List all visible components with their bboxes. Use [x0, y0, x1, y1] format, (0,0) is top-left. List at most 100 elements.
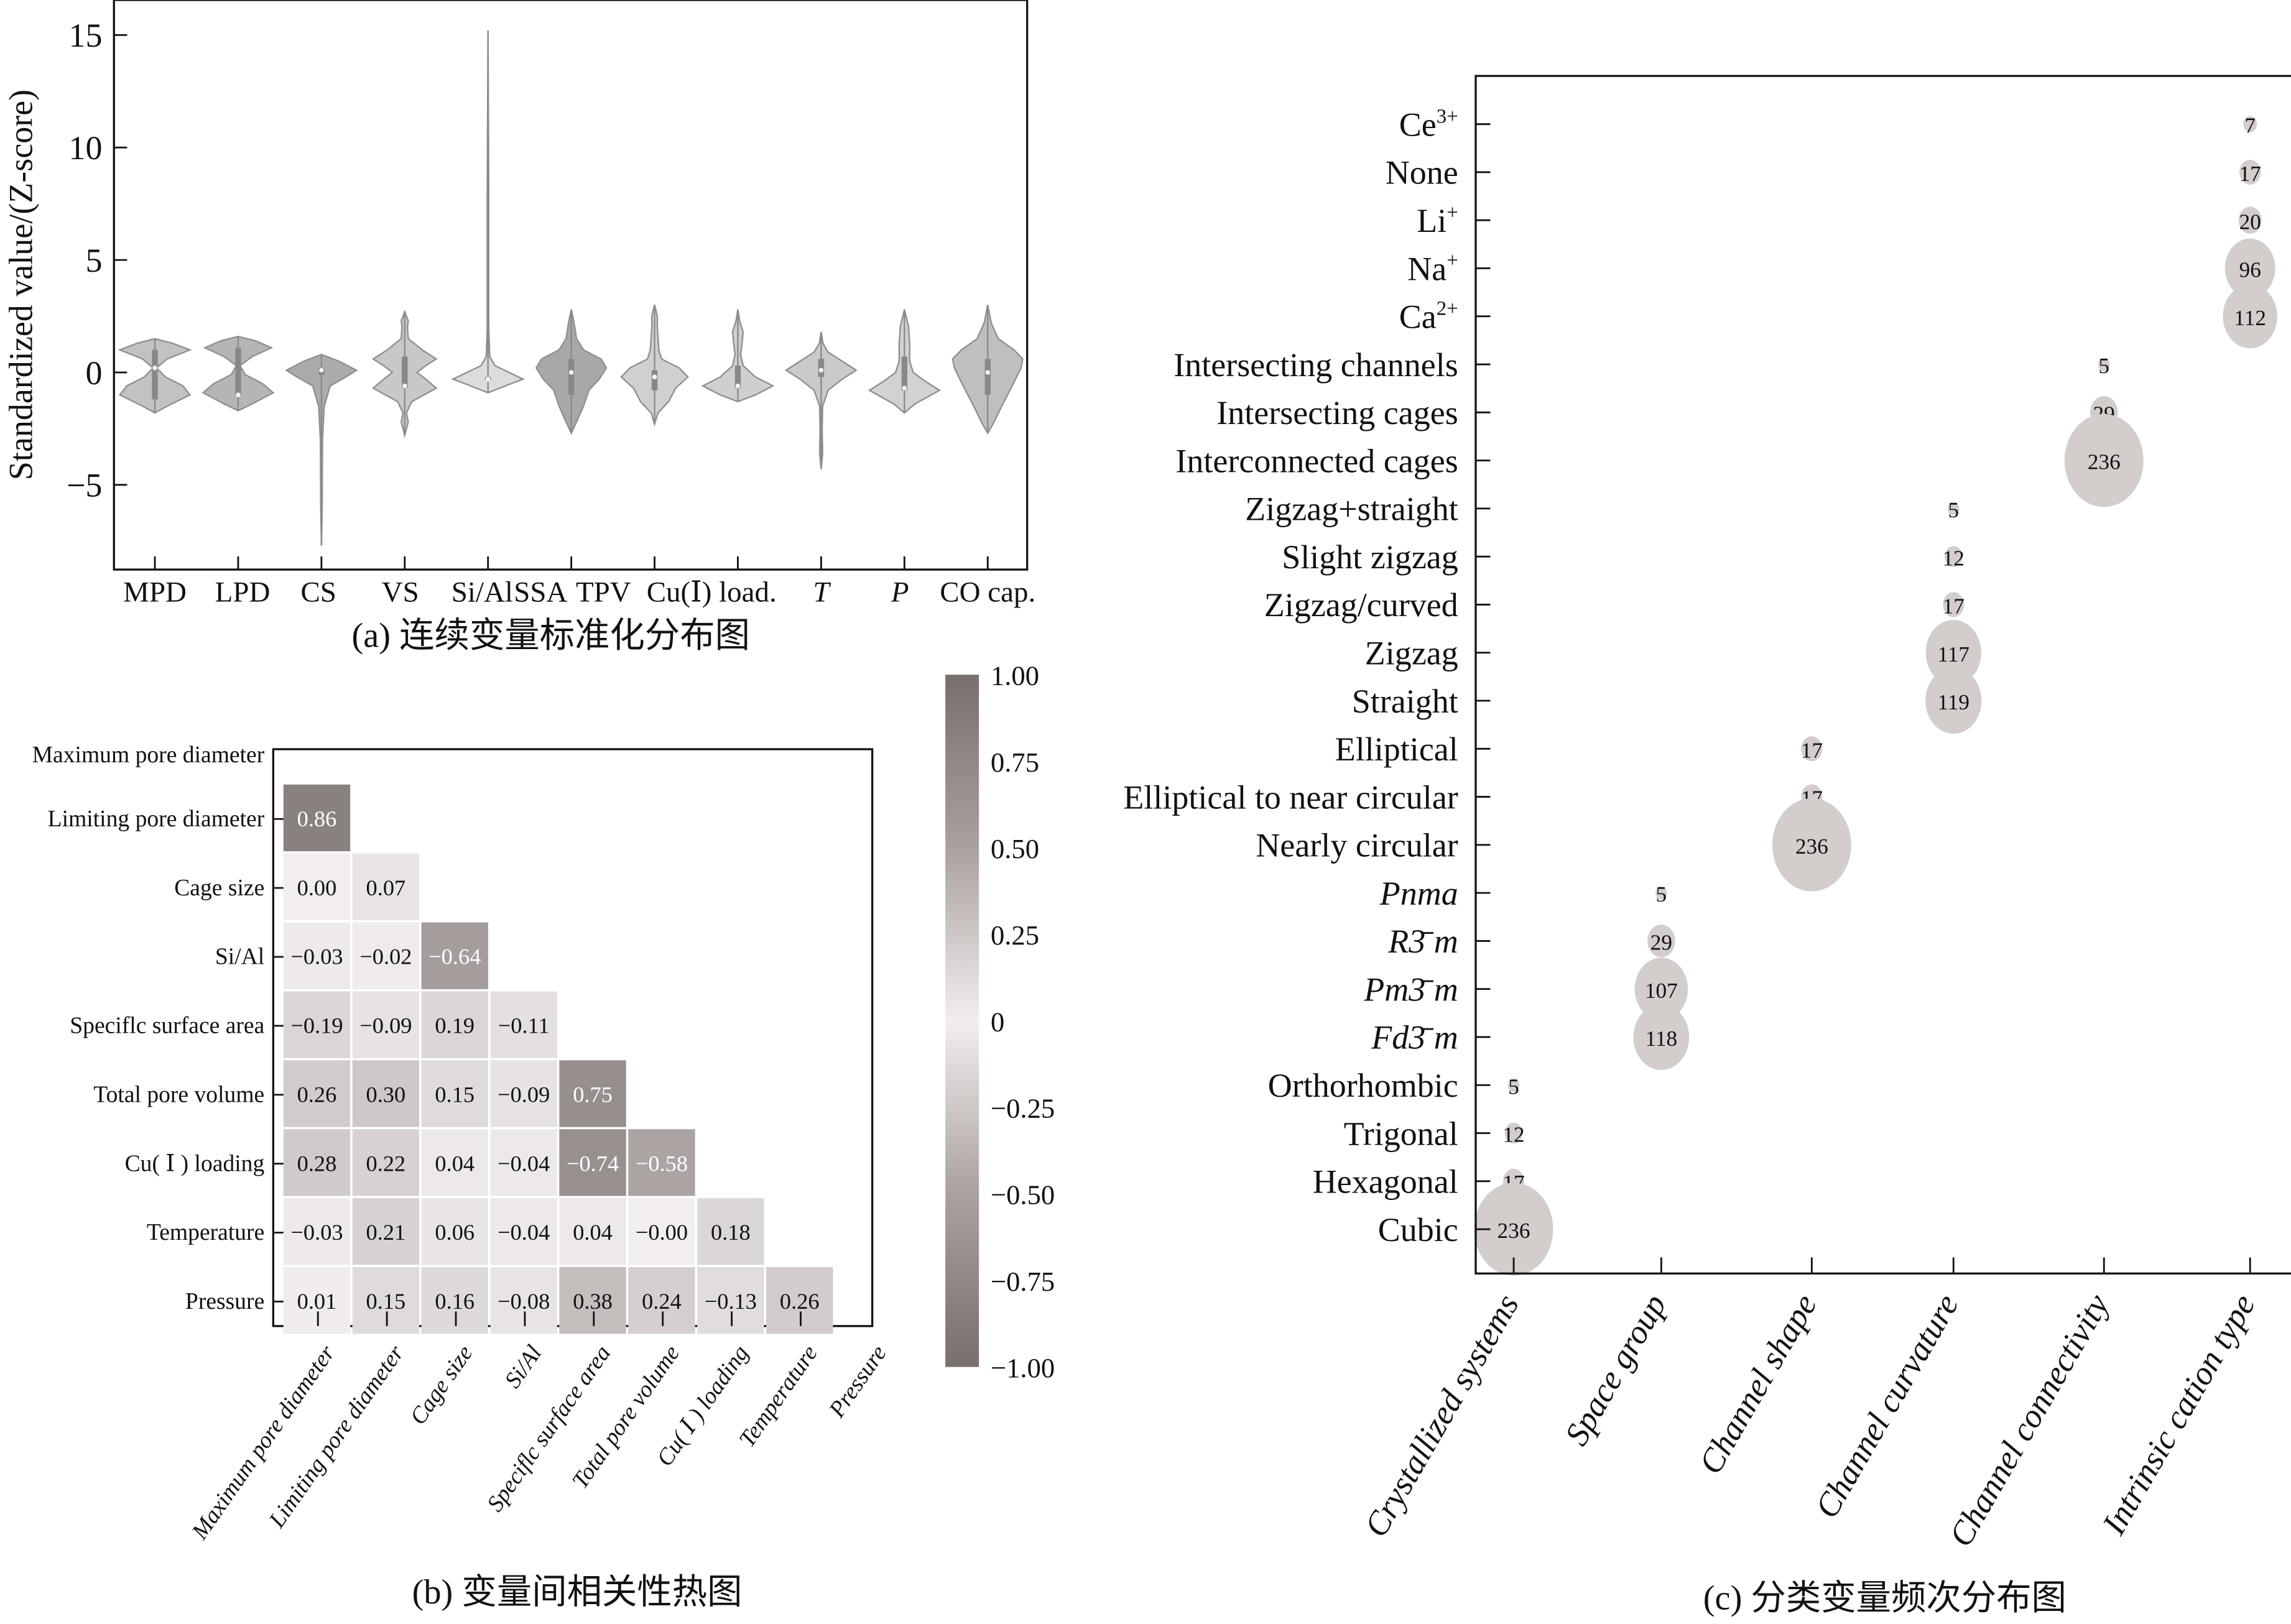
colorbar-tick-label: −1.00	[991, 1352, 1055, 1383]
bubble-y-label-text: Nearly circular	[1256, 827, 1458, 864]
bubble-label: 96	[2239, 258, 2261, 282]
heatmap-cell-label: 0.16	[435, 1289, 474, 1314]
heatmap-cell-label: 0.00	[297, 875, 337, 900]
bubble	[2224, 238, 2275, 298]
violin-cs	[285, 353, 358, 546]
heatmap-cell	[421, 1060, 488, 1127]
heatmap-cells: 0.86 0.00 0.07 −0.03 −0.02 −0.64 −0.19 −0.09 0.1…	[283, 784, 833, 1334]
bubble-y-label-text: Ce	[1399, 106, 1437, 143]
violin-x-tick-label: Cu(Ⅰ) load.	[647, 576, 777, 609]
heatmap-cell	[490, 1266, 557, 1334]
violin-median	[485, 377, 491, 382]
violin-y-axis: 15 10 5 0 −5	[67, 17, 127, 504]
heatmap-cell-label: −0.11	[498, 1013, 550, 1038]
violin-x-axis: MPD LPD CS VS Si/Al SSA TPV Cu(Ⅰ) load. T P CO cap…	[123, 556, 1035, 609]
bubble-y-label-text: Orthorhombic	[1268, 1067, 1458, 1104]
heatmap-cell	[697, 1198, 764, 1265]
bubble-y-tick-label: Interconnected cages	[1175, 442, 1458, 479]
heatmap-cell	[283, 1129, 351, 1196]
heatmap-cell-label: 0.06	[435, 1220, 474, 1245]
heatmap-cell-label: 0.26	[780, 1289, 820, 1314]
heatmap-cell-label: −0.09	[498, 1082, 550, 1107]
violin-panel: 15 10 5 0 −5 MPD LPD CS VS Si/Al SSA TPV Cu(Ⅰ) load…	[2, 0, 1035, 655]
heatmap-cell	[283, 1198, 351, 1265]
heatmap-y-tick-label: Si/Al	[215, 944, 264, 970]
bubble	[1474, 1183, 1553, 1276]
bubble-label: 17	[2239, 162, 2261, 186]
violin-x-tick-label: CS	[300, 576, 336, 609]
colorbar-tick-label: 0.75	[991, 747, 1039, 778]
heatmap-cell-label: 0.30	[366, 1082, 406, 1107]
bubble-y-label-charge: +	[1446, 249, 1458, 272]
bubble	[1504, 1122, 1523, 1144]
bubble	[1944, 546, 1963, 568]
heatmap-cell-label: 0.86	[297, 806, 337, 831]
violin-series	[118, 30, 1024, 546]
violin-median	[568, 370, 574, 375]
bubble-label: 119	[1937, 690, 1969, 714]
bubble-y-tick-label: None	[1386, 154, 1458, 191]
heatmap-cell	[283, 784, 351, 852]
heatmap-cell-label: −0.03	[290, 1220, 343, 1245]
bubble-label: 236	[1795, 834, 1828, 859]
heatmap-cell	[352, 1129, 420, 1196]
bubble-x-tick-label: Channel curvature	[1808, 1288, 1966, 1524]
violin-median	[319, 367, 324, 373]
heatmap-cell	[352, 1198, 420, 1265]
heatmap-cell	[421, 1129, 488, 1196]
bubble-y-tick-label: Na+	[1407, 249, 1458, 287]
bubble	[1801, 736, 1823, 762]
heatmap-cell	[559, 1129, 626, 1196]
bubble	[1948, 502, 1960, 515]
heatmap-cell-label: 0.18	[711, 1220, 751, 1245]
heatmap-y-tick-label: Pressure	[185, 1289, 264, 1314]
bubble-y-label-text: Intersecting channels	[1173, 346, 1458, 384]
heatmap-cell-label: −0.64	[428, 944, 481, 969]
violin-x-tick-label: Si/Al	[451, 576, 513, 609]
bubble-x-tick-label: Space group	[1557, 1288, 1673, 1451]
heatmap-cell	[283, 1060, 351, 1127]
bubble-y-label-text: Slight zigzag	[1282, 538, 1458, 576]
colorbar-tick-label: −0.50	[991, 1179, 1055, 1211]
heatmap-cell-label: 0.07	[366, 875, 406, 900]
bubble	[1943, 592, 1965, 617]
bubble-y-label-text: Pm3̄ m	[1363, 971, 1458, 1008]
heatmap-cell-label: −0.19	[290, 1013, 343, 1038]
heatmap-cell	[766, 1266, 833, 1334]
violin-ssa	[535, 309, 608, 435]
bubble-label: 118	[1645, 1027, 1678, 1051]
violin-plot-frame	[113, 0, 1029, 571]
bubble-y-tick-label: Zigzag	[1365, 635, 1458, 672]
violin-lpd	[201, 335, 275, 412]
violin-x-tick-label: TPV	[576, 576, 631, 609]
bubble-y-tick-label: Elliptical to near circular	[1123, 778, 1458, 816]
heatmap-cell-label: −0.02	[359, 944, 412, 969]
violin-t	[784, 331, 858, 469]
heatmap-x-tick-label: Speciflc surface area	[483, 1341, 616, 1516]
bubble-y-tick-label: Nearly circular	[1256, 827, 1458, 864]
bubble-y-tick-label: Zigzag/curved	[1264, 586, 1458, 624]
bubble	[1772, 798, 1851, 892]
heatmap-x-tick-label: Limiting pore diameter	[264, 1340, 409, 1533]
bubble	[2243, 116, 2257, 132]
bubble-y-label-text: Hexagonal	[1313, 1163, 1458, 1201]
bubble-x-axis: Crystallized systems Space group Channel s…	[1357, 1257, 2262, 1552]
bubble	[2223, 284, 2277, 349]
bubble	[2238, 206, 2262, 234]
heatmap-cell-label: 0.15	[435, 1082, 474, 1107]
heatmap-y-axis: Maximum pore diameter Limiting pore diame…	[32, 742, 284, 1314]
heatmap-cell	[559, 1060, 626, 1127]
bubble-y-label-text: Zigzag	[1365, 635, 1458, 672]
bubble-x-tick-label: Channel connectivity	[1942, 1288, 2116, 1552]
bubble-label: 5	[2098, 354, 2109, 378]
heatmap-x-tick-label: Si/Al	[500, 1341, 547, 1393]
bubble-y-tick-label: Pm3̄ m	[1363, 971, 1458, 1008]
bubble	[1925, 620, 1981, 686]
violin-vs	[371, 310, 438, 438]
heatmap-cell	[490, 991, 557, 1058]
heatmap-cell	[490, 1129, 557, 1196]
heatmap-cell	[352, 991, 420, 1058]
